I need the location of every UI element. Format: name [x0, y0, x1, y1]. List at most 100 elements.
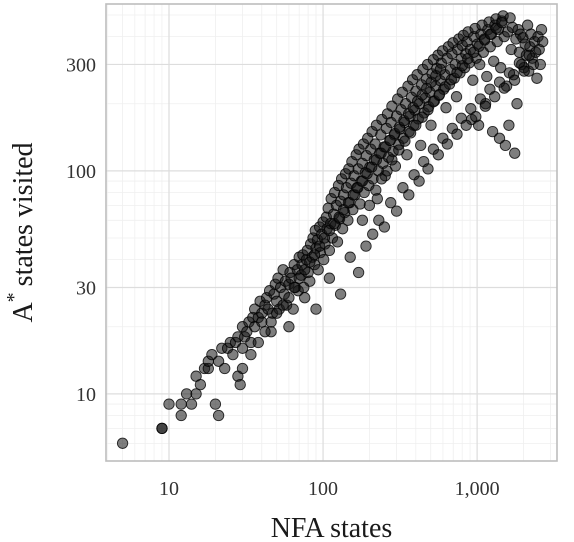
scatter-point [308, 249, 321, 261]
scatter-point [283, 292, 295, 304]
scatter-point [513, 57, 526, 69]
scatter-point [390, 205, 403, 217]
scatter-point [287, 303, 299, 315]
scatter-point [433, 88, 446, 101]
scatter-point [259, 326, 271, 338]
scatter-point [465, 103, 477, 115]
y-axis-title-rest: states visited [8, 142, 39, 286]
scatter-point [537, 35, 549, 48]
scatter-point [363, 199, 376, 212]
scatter-point [299, 292, 311, 304]
scatter-point [432, 149, 444, 161]
scatter-point [422, 104, 434, 116]
scatter-point [185, 398, 198, 410]
scatter-point [212, 355, 225, 367]
scatter-point [318, 253, 330, 266]
scatter-point [163, 398, 175, 410]
scatter-point [385, 197, 397, 209]
scatter-point [415, 139, 427, 152]
scatter-point [190, 388, 202, 400]
scatter-point [509, 147, 521, 159]
plot-panel [105, 3, 558, 462]
scatter-point [336, 223, 349, 235]
y-axis-title-main: A [8, 302, 39, 323]
scatter-point [175, 398, 187, 410]
scatter-point [451, 128, 463, 140]
scatter-point [209, 398, 222, 410]
scatter-point [440, 102, 452, 114]
x-tick-label: 100 [308, 478, 338, 500]
scatter-point [334, 288, 347, 300]
scatter-point [156, 422, 168, 435]
scatter-point [410, 119, 422, 131]
scatter-point [219, 362, 231, 375]
y-tick-label: 10 [76, 384, 96, 406]
scatter-point [399, 135, 411, 147]
scatter-point [277, 299, 289, 311]
scatter-point [271, 307, 283, 319]
scatter-point [375, 173, 388, 185]
y-axis-title: A* states visited [3, 142, 39, 322]
scatter-point [393, 144, 405, 156]
scatter-point [534, 58, 546, 71]
scatter-point [354, 198, 366, 210]
scatter-point [236, 342, 249, 354]
scatter-point [467, 74, 479, 86]
scatter-point [180, 388, 193, 400]
scatter-point [439, 81, 451, 93]
scatter-point [360, 240, 372, 252]
y-tick-label: 100 [66, 161, 96, 183]
scatter-point [422, 163, 434, 175]
scatter-point [531, 72, 543, 84]
scatter-point [486, 125, 499, 138]
scatter-point [503, 119, 515, 131]
scatter-point [381, 165, 393, 177]
y-tick-label: 300 [66, 54, 96, 76]
scatter-point [367, 228, 379, 240]
scatter-point [252, 336, 264, 349]
scatter-point [474, 58, 486, 71]
scatter-point [323, 272, 336, 284]
scatter-point [535, 23, 548, 36]
scatter-point [256, 316, 268, 328]
scatter-point [427, 96, 440, 108]
scatter-point [116, 437, 129, 449]
scatter-point [495, 62, 507, 74]
y-tick-labels: 10 30 100 300 [66, 54, 96, 405]
scatter-point [194, 378, 207, 391]
scatter-point [460, 119, 472, 131]
scatter-point [356, 214, 369, 226]
scatter-point [378, 221, 391, 233]
scatter-point [212, 409, 225, 422]
scatter-point [206, 348, 218, 361]
scatter-point [425, 119, 437, 131]
scatter-point [293, 272, 305, 284]
scatter-point [518, 65, 530, 77]
scatter-point [416, 111, 428, 123]
scatter-point [370, 184, 382, 196]
scatter-point [245, 348, 257, 361]
x-axis-title: NFA states [271, 513, 393, 542]
scatter-point [470, 111, 482, 123]
y-axis-title-superscript: * [3, 292, 25, 302]
scatter-point [234, 378, 246, 391]
scatter-point [450, 91, 463, 103]
scatter-point [498, 82, 510, 94]
scatter-point [386, 154, 398, 166]
scatter-point [489, 91, 501, 103]
scatter-point [344, 251, 356, 263]
scatter-point [299, 264, 311, 276]
scatter-point [479, 100, 491, 112]
scatter-point [236, 362, 249, 375]
scatter-point [298, 281, 310, 294]
scatter-point [413, 175, 425, 187]
scatter-point [434, 63, 447, 76]
scatter-point [312, 264, 324, 276]
scatter-point [331, 236, 344, 248]
scatter-point [352, 266, 365, 279]
scatter-point [397, 182, 409, 194]
x-tick-labels: 10 100 1,000 [159, 478, 500, 500]
scatter-point [508, 74, 521, 86]
scatter-point [441, 138, 453, 150]
